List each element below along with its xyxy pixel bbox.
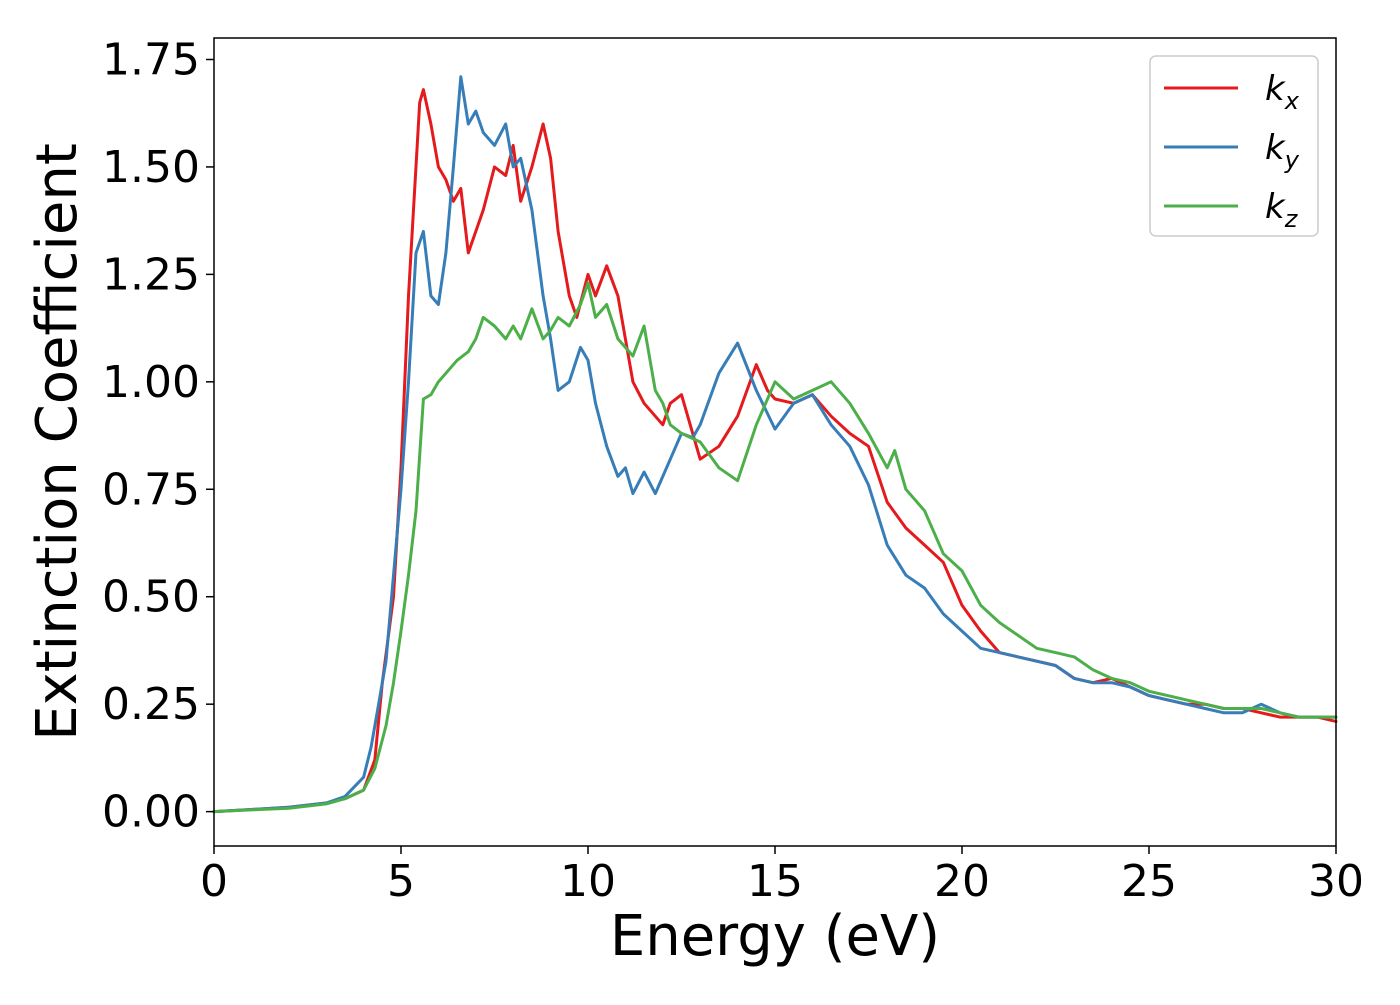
- y-tick-label: 0.00: [102, 787, 200, 838]
- series-line-kz: [212, 281, 1338, 814]
- y-tick-label: 1.50: [102, 142, 200, 193]
- y-tick-label: 0.50: [102, 572, 200, 623]
- x-axis-ticks: 0 5 10 15 20 25 30: [200, 846, 1364, 907]
- legend-label-kx: kx: [1265, 69, 1300, 115]
- y-tick-label: 0.75: [102, 464, 200, 515]
- y-tick-label: 1.75: [102, 34, 200, 85]
- y-tick-label: 1.00: [102, 357, 200, 408]
- x-tick-label: 10: [560, 856, 616, 907]
- x-tick-label: 0: [200, 856, 228, 907]
- x-tick-label: 30: [1308, 856, 1364, 907]
- series-line-ky: [212, 75, 1338, 814]
- y-tick-label: 0.25: [102, 679, 200, 730]
- x-axis-title: Energy (eV): [610, 904, 940, 969]
- series-layer: [212, 75, 1338, 814]
- legend-label-ky: ky: [1265, 128, 1300, 174]
- x-tick-label: 25: [1121, 856, 1177, 907]
- y-axis-ticks: 0.00 0.25 0.50 0.75 1.00 1.25 1.50 1.75: [102, 34, 214, 838]
- x-tick-label: 20: [934, 856, 990, 907]
- y-tick-label: 1.25: [102, 249, 200, 300]
- x-tick-label: 5: [387, 856, 415, 907]
- legend-label-kz: kz: [1265, 187, 1299, 233]
- x-tick-label: 15: [747, 856, 803, 907]
- y-axis-title: Extinction Coefficient: [25, 143, 90, 741]
- legend: kx ky kz: [1149, 55, 1319, 237]
